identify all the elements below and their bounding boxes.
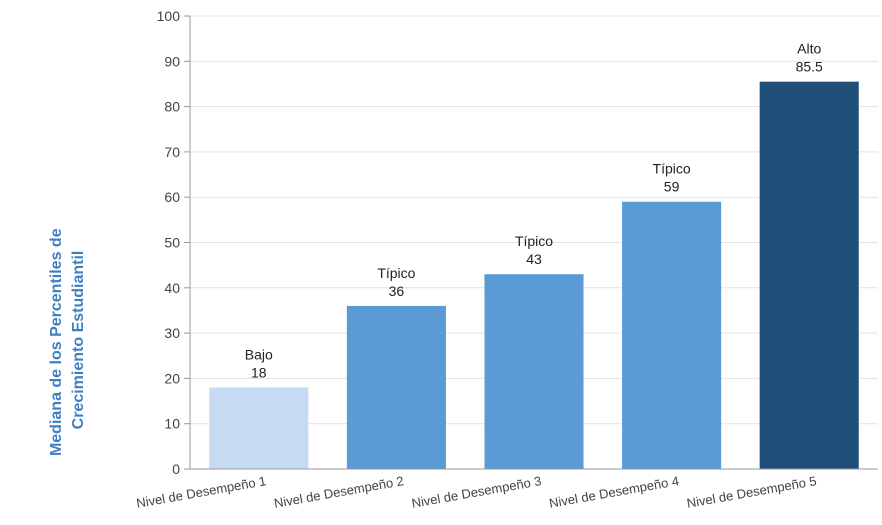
bar-value-label: 85.5	[796, 59, 823, 75]
bar-category-label: Típico	[515, 233, 553, 249]
bar	[209, 387, 309, 469]
y-tick-label: 50	[164, 235, 180, 251]
bar-category-label: Alto	[797, 41, 821, 57]
bar-value-label: 59	[664, 179, 680, 195]
x-tick-label: Nivel de Desempeño 3	[410, 473, 542, 511]
y-axis-title-line-1: Mediana de los Percentiles de	[48, 228, 65, 456]
y-axis-title: Mediana de los Percentiles de Crecimient…	[48, 224, 87, 456]
bar	[484, 274, 584, 469]
x-tick-label: Nivel de Desempeño 1	[135, 473, 267, 511]
x-tick-label: Nivel de Desempeño 5	[686, 473, 818, 511]
y-tick-label: 10	[164, 416, 180, 432]
x-tick-label: Nivel de Desempeño 4	[548, 473, 680, 511]
x-tick-label: Nivel de Desempeño 2	[273, 473, 405, 511]
bars	[209, 81, 859, 470]
bar	[346, 305, 446, 469]
y-tick-label: 90	[164, 53, 180, 69]
y-tick-label: 40	[164, 280, 180, 296]
bar-value-label: 18	[251, 364, 267, 380]
bar-category-label: Típico	[377, 265, 415, 281]
y-tick-label: 100	[157, 8, 181, 24]
y-axis-ticks: 0 10 20 30 40 50 60 70 80 90 100	[157, 8, 191, 477]
y-tick-label: 0	[172, 461, 180, 477]
y-tick-label: 30	[164, 325, 180, 341]
y-tick-label: 20	[164, 370, 180, 386]
x-axis-ticks: Nivel de Desempeño 1 Nivel de Desempeño 2…	[135, 473, 818, 511]
data-labels: Bajo 18 Típico 36 Típico 43 Típico 59 Alto 85.5	[245, 41, 823, 381]
y-tick-label: 80	[164, 99, 180, 115]
bar	[622, 201, 722, 470]
bar-value-label: 36	[389, 283, 405, 299]
bar-category-label: Típico	[653, 161, 691, 177]
y-tick-label: 70	[164, 144, 180, 160]
y-tick-label: 60	[164, 189, 180, 205]
bar-value-label: 43	[526, 251, 542, 267]
y-axis-title-line-2: Crecimiento Estudiantil	[70, 251, 87, 430]
bar	[759, 81, 859, 469]
bar-category-label: Bajo	[245, 346, 273, 362]
